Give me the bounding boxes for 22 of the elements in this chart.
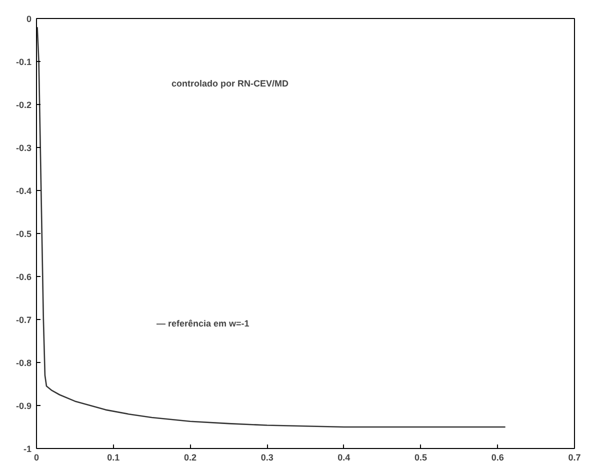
x-tick-label: 0.6 xyxy=(491,452,504,462)
y-tick-label: -0.9 xyxy=(16,401,32,411)
x-tick-label: 0 xyxy=(34,452,40,462)
x-tick-label: 0.2 xyxy=(184,452,196,462)
y-tick-label: -0.1 xyxy=(16,57,32,67)
y-tick-label: 0 xyxy=(26,14,32,24)
y-tick-label: -0.2 xyxy=(16,100,32,110)
annotation: — referência em w=-1 xyxy=(156,318,250,328)
x-tick-label: 0.7 xyxy=(568,452,581,462)
y-tick-label: -1 xyxy=(24,444,32,454)
x-tick-label: 0.3 xyxy=(260,452,274,462)
y-tick-label: -0.5 xyxy=(16,229,32,239)
y-tick-label: -0.3 xyxy=(16,143,32,153)
y-tick-label: -0.8 xyxy=(16,358,32,368)
x-tick-label: 0.1 xyxy=(107,452,120,462)
y-tick-label: -0.7 xyxy=(16,315,32,325)
x-tick-label: 0.4 xyxy=(338,452,350,462)
x-tick-label: 0.5 xyxy=(414,452,428,462)
y-tick-label: -0.4 xyxy=(16,186,32,196)
y-tick-label: -0.6 xyxy=(16,272,32,282)
line-series xyxy=(36,26,506,428)
annotation: controlado por RN-CEV/MD xyxy=(172,78,289,88)
